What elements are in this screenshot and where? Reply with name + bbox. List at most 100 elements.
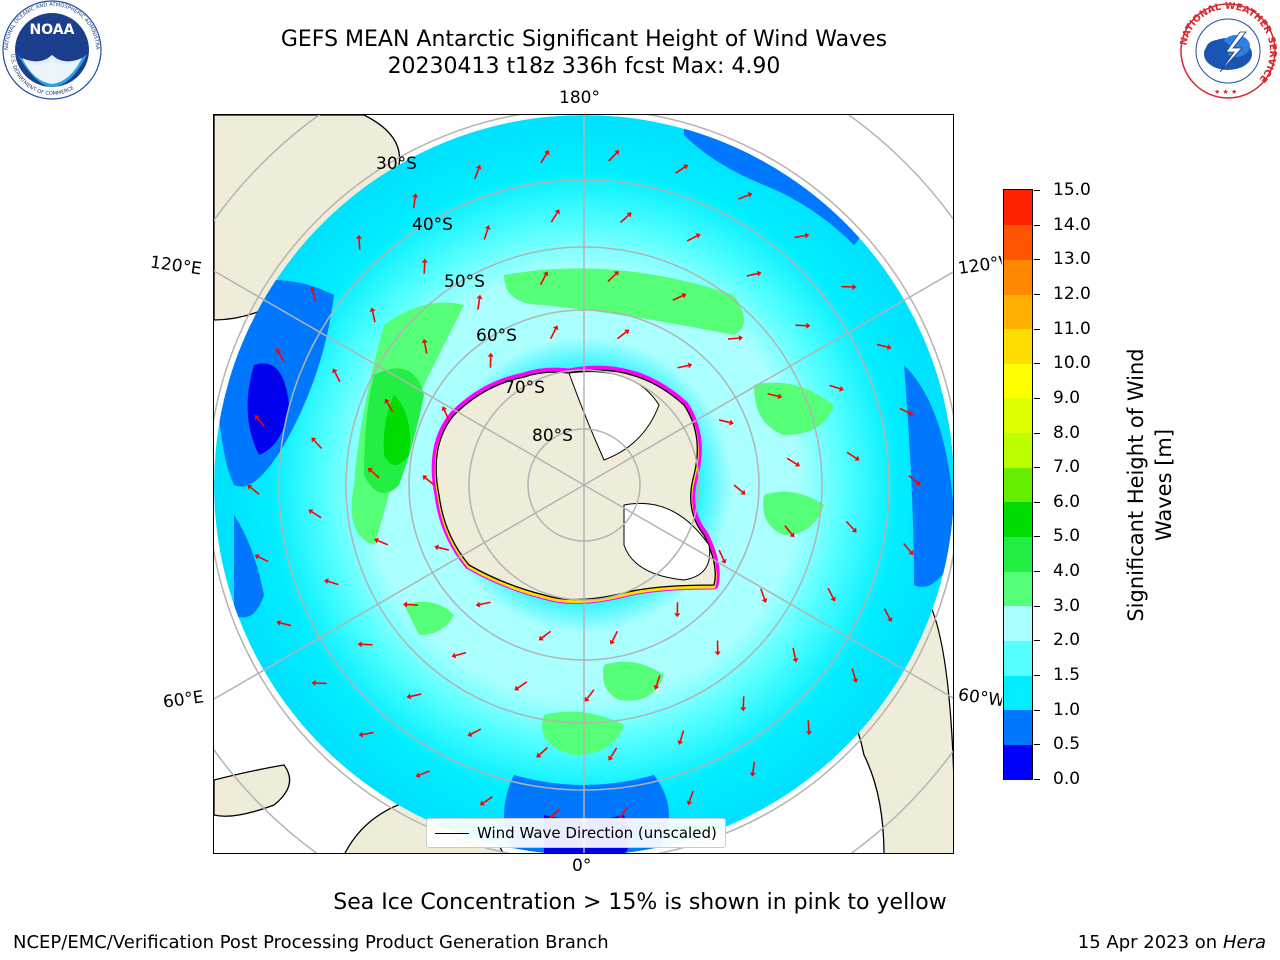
wave-direction-arrowhead [687, 362, 693, 369]
wave-direction-arrowhead [369, 307, 376, 313]
wave-direction-arrow [361, 643, 373, 646]
wave-direction-arrowhead [421, 258, 428, 263]
wave-direction-arrow [616, 331, 627, 340]
wave-direction-arrow [677, 364, 689, 369]
wave-direction-arrowhead [854, 455, 860, 461]
wave-direction-arrow [851, 668, 857, 680]
wave-direction-arrow [718, 549, 725, 561]
wave-direction-arrowhead [451, 652, 457, 659]
colorbar-tick [1034, 501, 1040, 503]
wave-direction-arrow [517, 681, 528, 689]
wave-direction-arrow [311, 290, 317, 302]
legend: Wind Wave Direction (unscaled) [426, 818, 726, 848]
wave-direction-arrowhead [544, 150, 550, 156]
colorbar-tick-label: 7.0 [1053, 457, 1081, 478]
colorbar-segment [1004, 536, 1032, 572]
colorbar-tick-label: 14.0 [1053, 214, 1091, 235]
wave-direction-arrowhead [740, 489, 746, 495]
lat-label-30s: 30°S [376, 154, 417, 174]
wave-direction-arrowhead [543, 271, 549, 277]
colorbar-segment [1004, 675, 1032, 711]
wave-direction-arrowhead [309, 287, 316, 292]
chart-title: GEFS MEAN Antarctic Significant Height o… [280, 27, 888, 52]
wave-direction-arrow [249, 486, 260, 495]
wave-direction-arrow [607, 273, 617, 282]
wave-direction-arrowhead [358, 731, 364, 738]
wave-direction-arrowhead [686, 800, 693, 806]
colorbar-tick-label: 13.0 [1053, 249, 1091, 270]
wave-direction-arrowhead [677, 740, 684, 745]
noaa-logo: NOAA NATIONAL OCEANIC AND ATMOSPHERIC AD… [0, 0, 104, 100]
wave-direction-arrowhead [441, 406, 448, 412]
wave-direction-arrow [550, 212, 558, 223]
wave-direction-arrow [672, 294, 684, 301]
wave-direction-arrowhead [475, 164, 482, 170]
wave-direction-arrow [586, 689, 595, 700]
wave-direction-arrow [686, 235, 698, 242]
wave-direction-arrow [611, 630, 619, 642]
wave-direction-arrow [610, 747, 618, 758]
wave-direction-arrow [792, 647, 797, 659]
wave-direction-arrow [846, 451, 857, 459]
wave-direction-arrow [795, 324, 807, 327]
wave-direction-arrowhead [514, 685, 520, 691]
wave-direction-arrowhead [613, 271, 619, 276]
wave-direction-arrowhead [624, 329, 630, 335]
wave-direction-arrow [549, 328, 557, 340]
colorbar-tick-label: 5.0 [1053, 526, 1081, 547]
wave-direction-arrow [479, 601, 491, 606]
colorbar-tick-label: 11.0 [1053, 318, 1091, 339]
wave-direction-arrow [311, 511, 322, 519]
wave-direction-arrowhead [584, 696, 590, 702]
colorbar-tick-label: 6.0 [1053, 491, 1081, 512]
colorbar-tick [1034, 605, 1040, 607]
wave-direction-arrowhead [756, 270, 762, 277]
wave-direction-arrow [477, 298, 481, 310]
colorbar-tick [1034, 467, 1040, 469]
colorbar-segment [1004, 605, 1032, 641]
wave-direction-arrow [455, 651, 467, 657]
colorbar-tick-label: 4.0 [1053, 561, 1081, 582]
colorbar-tick [1034, 293, 1040, 295]
wave-direction-arrow [280, 622, 292, 627]
wave-direction-arrowhead [356, 234, 363, 239]
wave-direction-arrow [482, 796, 493, 804]
wave-direction-arrow [386, 401, 394, 413]
colorbar-tick [1034, 640, 1040, 642]
wave-direction-arrow [733, 484, 743, 493]
wave-direction-arrow [899, 407, 911, 415]
wave-direction-arrowhead [487, 352, 494, 357]
wave-direction-arrowhead [402, 601, 408, 608]
wave-direction-arrowhead [626, 212, 632, 218]
colorbar-tick [1034, 744, 1040, 746]
colorbar-tick-label: 12.0 [1053, 283, 1091, 304]
wave-direction-arrow [675, 166, 686, 174]
lat-label-60s: 60°S [476, 326, 517, 346]
colorbar-segment [1004, 501, 1032, 538]
wave-direction-arrowhead [789, 532, 795, 538]
colorbar-tick [1034, 259, 1040, 261]
wave-direction-arrowhead [254, 554, 260, 560]
footer-machine: Hera [1222, 932, 1266, 953]
footer-producer: NCEP/EMC/Verification Post Processing Pr… [13, 932, 609, 953]
wave-direction-arrowhead [374, 537, 379, 544]
colorbar-segment [1004, 744, 1032, 780]
wave-direction-arrow [327, 580, 339, 586]
wave-direction-arrowhead [908, 410, 914, 416]
wave-direction-arrow [377, 539, 389, 546]
wave-direction-arrowhead [761, 598, 768, 603]
wave-direction-arrow [483, 228, 489, 240]
wave-direction-arrowhead [552, 325, 559, 331]
wave-direction-arrow [767, 392, 779, 398]
wave-direction-arrow [540, 153, 548, 164]
wave-direction-arrowhead [794, 461, 800, 467]
wave-direction-arrowhead [367, 467, 373, 473]
lon-label-120e: 120°E [148, 252, 203, 280]
wave-direction-arrow [738, 194, 749, 200]
wave-direction-arrow [784, 525, 793, 535]
wave-direction-arrowhead [683, 164, 689, 170]
wave-direction-arrowhead [332, 368, 338, 374]
wave-direction-arrow [903, 543, 912, 553]
colorbar-segment [1004, 224, 1032, 260]
wave-direction-arrowhead [738, 335, 743, 341]
